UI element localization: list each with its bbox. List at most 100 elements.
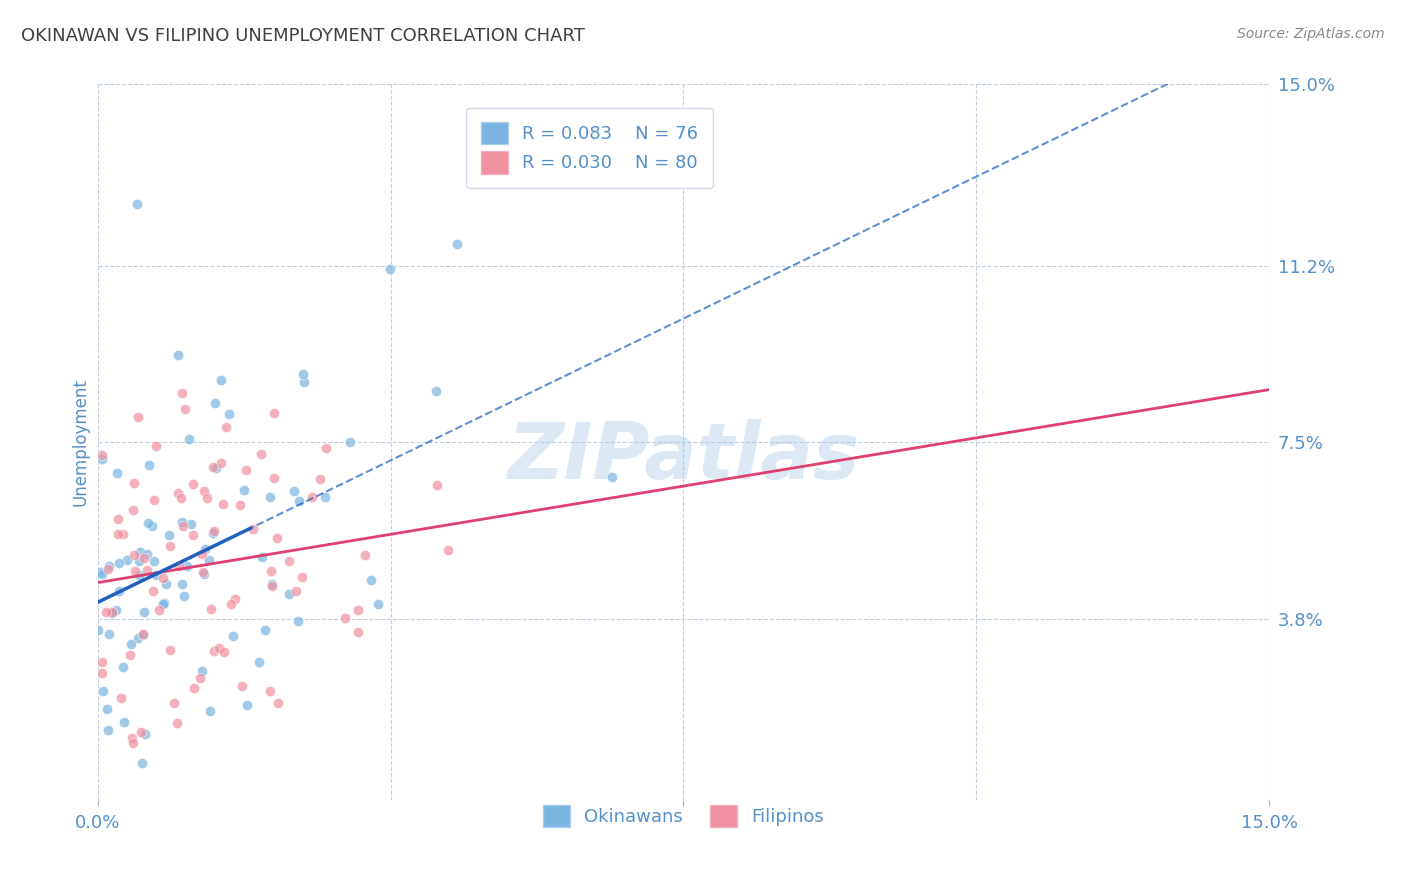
Point <box>425 384 447 399</box>
Point <box>263 471 285 485</box>
Point <box>127 409 149 424</box>
Point <box>218 407 240 421</box>
Point <box>131 626 153 640</box>
Point <box>229 499 252 513</box>
Point <box>107 511 129 525</box>
Point <box>197 553 219 567</box>
Point <box>111 527 134 541</box>
Point <box>107 527 129 541</box>
Point <box>167 486 190 500</box>
Point <box>309 472 332 486</box>
Point <box>347 603 370 617</box>
Point <box>235 463 257 477</box>
Point <box>288 494 311 508</box>
Point <box>90 655 112 669</box>
Point <box>172 519 194 533</box>
Point <box>233 483 256 497</box>
Point <box>152 571 174 585</box>
Point <box>91 451 114 466</box>
Point <box>166 715 188 730</box>
Point <box>209 373 232 387</box>
Point <box>121 637 143 651</box>
Point <box>122 548 145 562</box>
Point <box>127 631 149 645</box>
Point <box>214 419 236 434</box>
Point <box>600 470 623 484</box>
Point <box>259 564 281 578</box>
Point <box>200 602 222 616</box>
Point <box>153 596 176 610</box>
Legend: Okinawans, Filipinos: Okinawans, Filipinos <box>536 797 831 834</box>
Point <box>134 551 156 566</box>
Point <box>138 516 160 530</box>
Point <box>94 606 117 620</box>
Text: OKINAWAN VS FILIPINO UNEMPLOYMENT CORRELATION CHART: OKINAWAN VS FILIPINO UNEMPLOYMENT CORREL… <box>21 27 585 45</box>
Point <box>129 724 152 739</box>
Point <box>209 456 232 470</box>
Point <box>110 690 132 705</box>
Point <box>249 447 271 461</box>
Point <box>97 723 120 738</box>
Point <box>292 375 315 389</box>
Point <box>105 467 128 481</box>
Point <box>278 587 301 601</box>
Point <box>91 566 114 581</box>
Point <box>249 655 271 669</box>
Point <box>167 348 190 362</box>
Point <box>205 461 228 475</box>
Point <box>263 406 285 420</box>
Point <box>87 623 110 637</box>
Point <box>284 584 307 599</box>
Point <box>194 541 217 556</box>
Point <box>91 448 114 462</box>
Point <box>179 516 201 531</box>
Point <box>89 565 111 579</box>
Point <box>191 565 214 579</box>
Point <box>122 476 145 491</box>
Point <box>346 625 368 640</box>
Point <box>148 603 170 617</box>
Point <box>183 681 205 695</box>
Point <box>195 491 218 505</box>
Point <box>236 698 259 713</box>
Point <box>112 714 135 729</box>
Point <box>200 705 222 719</box>
Point <box>101 606 124 620</box>
Point <box>315 441 337 455</box>
Point <box>143 554 166 568</box>
Y-axis label: Unemployment: Unemployment <box>72 378 89 507</box>
Point <box>425 478 447 492</box>
Point <box>97 627 120 641</box>
Point <box>191 664 214 678</box>
Point <box>179 433 201 447</box>
Point <box>174 401 197 416</box>
Point <box>136 547 159 561</box>
Text: Source: ZipAtlas.com: Source: ZipAtlas.com <box>1237 27 1385 41</box>
Point <box>98 558 121 573</box>
Point <box>277 554 299 568</box>
Point <box>301 490 323 504</box>
Point <box>145 439 167 453</box>
Point <box>91 684 114 698</box>
Point <box>204 524 226 538</box>
Point <box>291 570 314 584</box>
Point <box>266 531 288 545</box>
Point <box>204 395 226 409</box>
Point <box>212 497 235 511</box>
Point <box>283 484 305 499</box>
Point <box>193 483 215 498</box>
Point <box>163 696 186 710</box>
Point <box>250 549 273 564</box>
Point <box>202 460 225 475</box>
Point <box>170 515 193 529</box>
Point <box>104 603 127 617</box>
Point <box>142 492 165 507</box>
Point <box>181 477 204 491</box>
Point <box>201 525 224 540</box>
Point <box>193 566 215 581</box>
Point <box>353 548 375 562</box>
Point <box>167 558 190 573</box>
Point <box>131 628 153 642</box>
Point <box>254 623 277 637</box>
Point <box>208 641 231 656</box>
